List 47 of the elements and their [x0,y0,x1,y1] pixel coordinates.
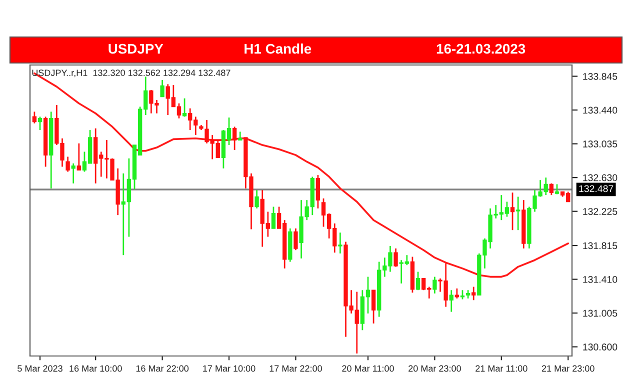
annotation: USDJPY..r,H1 132.320 132.562 132.294 132.487 [32,70,230,78]
candlestick [76,142,82,171]
candlestick [516,196,520,231]
y-tick-label: 131.005 [583,310,618,317]
candlestick [449,289,454,313]
x-tick-label: 20 Mar 23:00 [408,365,461,372]
chart-subtitle: H1 Candle [244,44,312,54]
candlestick [232,126,237,151]
y-tick-label: 132.630 [583,174,618,182]
y-tick-label: 131.815 [583,242,618,250]
y-tick-label: 130.600 [583,344,618,350]
candlestick [38,116,42,131]
candlestick [371,289,376,324]
candlestick [460,289,465,300]
candlestick [416,271,420,291]
candlestick [294,228,298,251]
candlestick [510,192,515,231]
candlestick [32,111,37,124]
y-tick-label: 133.035 [583,140,618,148]
x-tick-label: 20 Mar 11:00 [342,365,394,372]
x-tick-label: 21 Mar 11:00 [476,365,528,372]
candlestick [271,206,276,230]
candlestick [182,98,187,118]
x-tick-label: 5 Mar 2023 [18,365,62,372]
y-tick-label: 131.410 [583,276,618,283]
candlestick [66,156,70,172]
candlestick [549,182,554,196]
ref-line-label: 132.487 [579,185,614,192]
candlestick [71,162,76,184]
chart-title: USDJPY [108,44,164,54]
x-tick-label: 17 Mar 22:00 [270,365,322,372]
text: 16-21.03.2023 [436,44,526,54]
candlestick [472,286,476,301]
y-tick-label: 133.440 [583,106,618,114]
x-tick-label: 17 Mar 10:00 [203,365,256,372]
candlestick [338,232,342,254]
y-tick-label: 132.225 [583,208,618,215]
candlestick [432,276,437,294]
candlestick [316,174,320,210]
x-tick-label: 21 Mar 23:00 [542,365,594,372]
candlestick [160,79,164,98]
x-tick-label: 16 Mar 10:00 [70,365,122,372]
candlestick [254,189,259,210]
x-tick-label: 16 Mar 22:00 [136,365,189,372]
y-tick-label: 133.845 [583,72,618,80]
candlestick [454,288,460,300]
candlestick [394,248,398,268]
